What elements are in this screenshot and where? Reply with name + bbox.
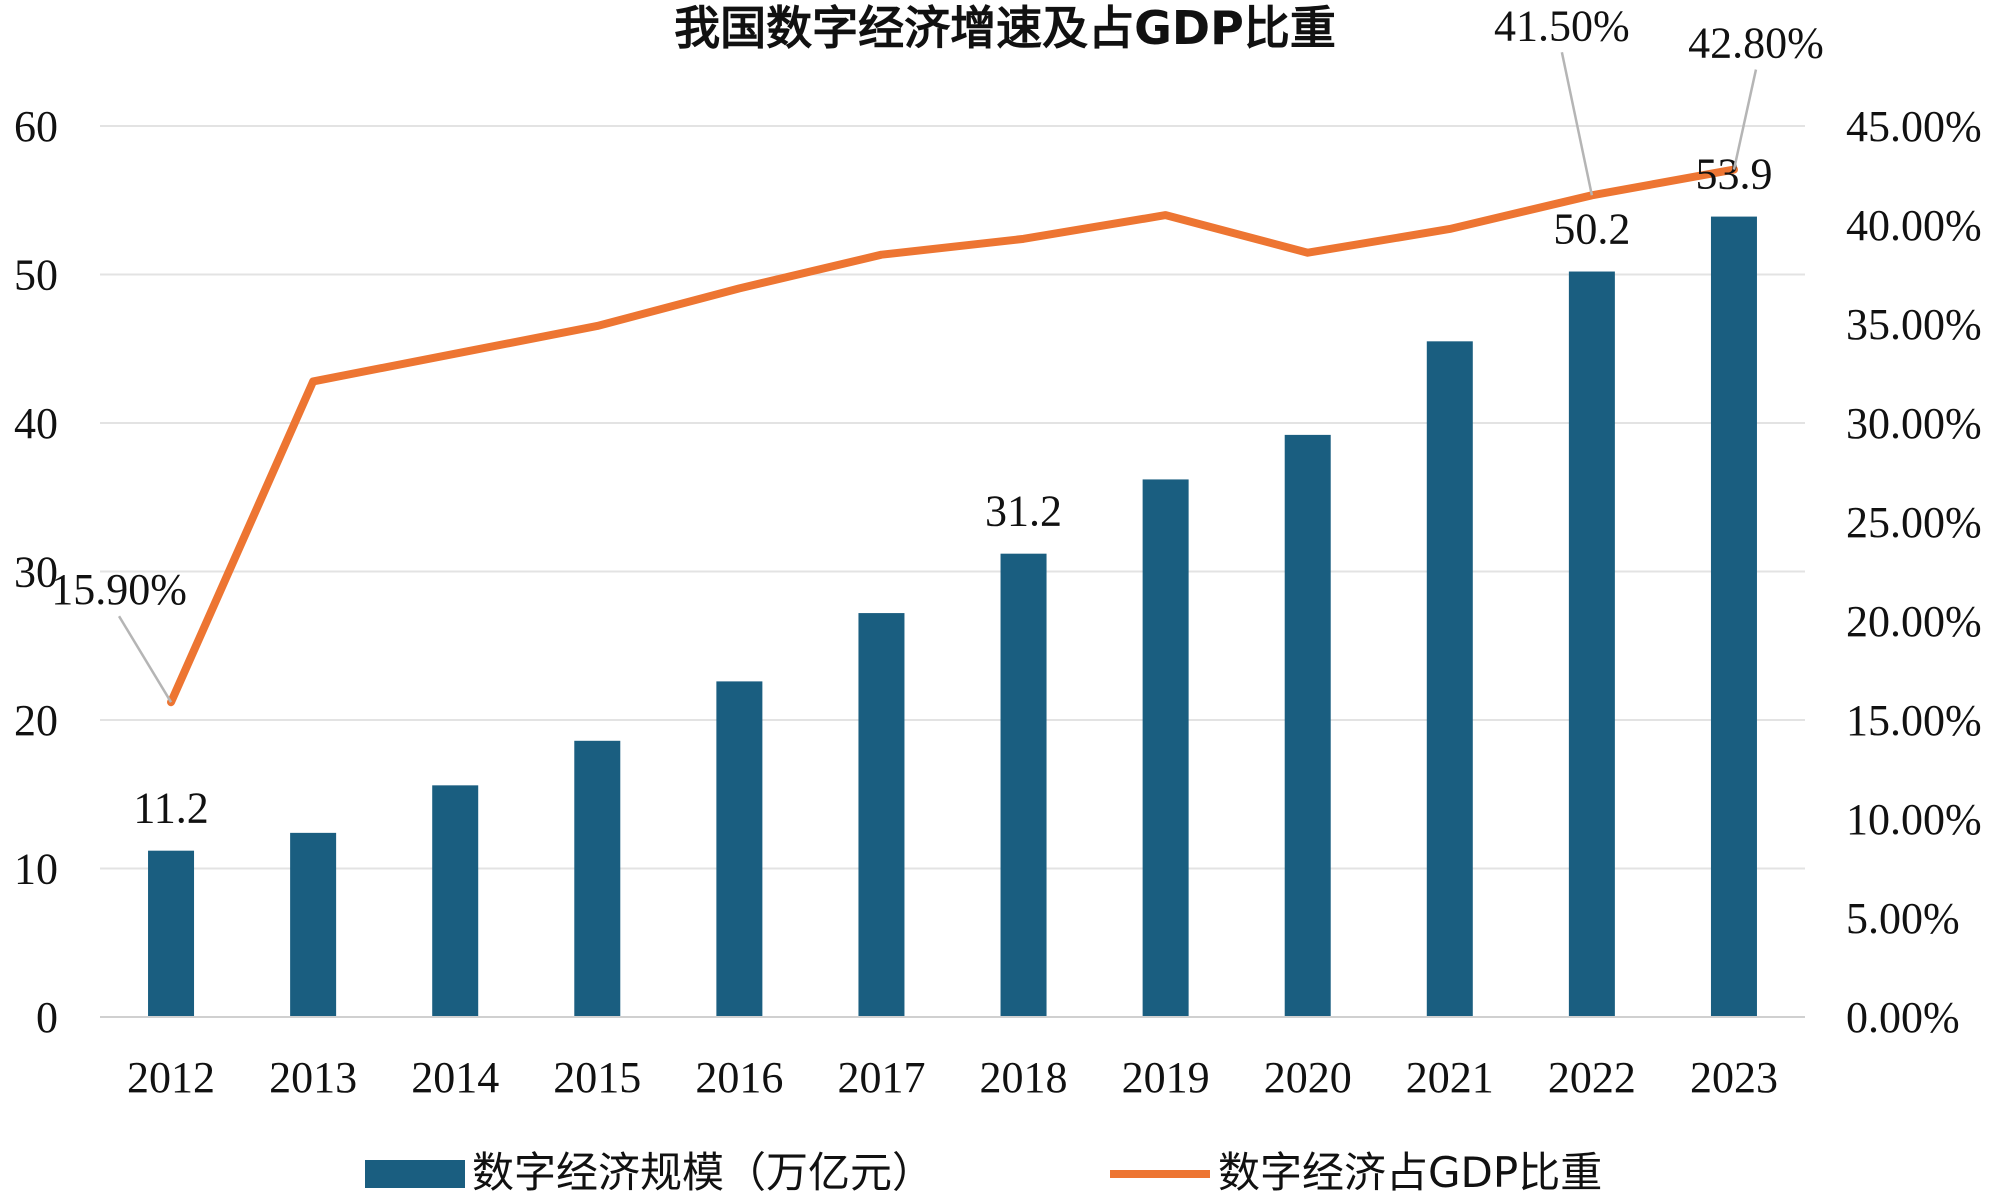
bar-data-label: 53.9 <box>1695 150 1772 199</box>
bar-2014 <box>432 785 479 1017</box>
bar-2012 <box>148 850 195 1017</box>
y-right-tick-label: 10.00% <box>1846 795 1982 844</box>
line-point-2018 <box>1023 238 1025 240</box>
bar-2017 <box>858 613 905 1017</box>
x-tick-label: 2020 <box>1264 1053 1352 1102</box>
chart-title: 我国数字经济增速及占GDP比重 <box>674 1 1336 55</box>
line-point-2019 <box>1165 214 1167 216</box>
y-left-tick-label: 60 <box>14 102 58 151</box>
x-tick-label: 2022 <box>1548 1053 1636 1102</box>
x-tick-label: 2017 <box>837 1053 925 1102</box>
legend-bar-label: 数字经济规模（万亿元） <box>472 1148 934 1197</box>
line-data-label: 15.90% <box>51 565 187 614</box>
leader-line <box>117 615 173 703</box>
data-labels: 11.2 31.2 50.2 53.9 15.90% 41.50% 42.80% <box>51 1 1824 832</box>
legend-bar-swatch <box>365 1160 465 1188</box>
x-tick-label: 2021 <box>1406 1053 1494 1102</box>
line-point-2016 <box>738 287 740 289</box>
bar-2019 <box>1142 479 1189 1017</box>
gridlines <box>100 125 1805 870</box>
y-left-tick-label: 50 <box>14 251 58 300</box>
leader-line <box>1560 52 1594 196</box>
bar-2013 <box>290 832 337 1017</box>
line-data-label: 41.50% <box>1494 1 1630 50</box>
y-left-tick-label: 30 <box>14 548 58 597</box>
line-point-2013 <box>312 380 314 382</box>
y-left-tick-label: 20 <box>14 696 58 745</box>
bar-data-label: 50.2 <box>1553 205 1630 254</box>
x-tick-label: 2023 <box>1690 1053 1778 1102</box>
bar-2023 <box>1710 216 1757 1017</box>
axes: 2012 2013 2014 2015 2016 2017 2018 2019 2020 2021… <box>14 102 1982 1102</box>
x-tick-label: 2015 <box>553 1053 641 1102</box>
line-point-2014 <box>454 353 456 355</box>
x-tick-label: 2012 <box>127 1053 215 1102</box>
bar-data-label: 11.2 <box>133 784 208 833</box>
y-right-tick-label: 35.00% <box>1846 300 1982 349</box>
y-left-tick-label: 0 <box>36 993 58 1042</box>
leader-line <box>1732 69 1758 170</box>
bar-2018 <box>1000 553 1047 1017</box>
bar-2015 <box>574 740 621 1017</box>
y-right-tick-label: 30.00% <box>1846 399 1982 448</box>
y-right-tick-label: 0.00% <box>1846 993 1960 1042</box>
bar-2022 <box>1568 271 1615 1017</box>
y-right-tick-label: 15.00% <box>1846 696 1982 745</box>
ratio-line <box>167 165 1738 707</box>
y-left-tick-label: 40 <box>14 399 58 448</box>
x-tick-label: 2016 <box>695 1053 783 1102</box>
line-series <box>167 165 1738 707</box>
bar-2020 <box>1284 434 1331 1017</box>
line-point-2021 <box>1449 228 1451 230</box>
bar-2016 <box>716 681 763 1017</box>
bar-2021 <box>1426 341 1473 1017</box>
bar-data-label: 31.2 <box>985 487 1062 536</box>
y-right-tick-label: 45.00% <box>1846 102 1982 151</box>
line-data-label: 42.80% <box>1688 19 1824 68</box>
bar-series <box>148 216 1757 1017</box>
x-tick-label: 2019 <box>1122 1053 1210 1102</box>
y-right-tick-label: 5.00% <box>1846 894 1960 943</box>
line-point-2017 <box>880 254 882 256</box>
legend: 数字经济规模（万亿元） 数字经济占GDP比重 <box>365 1148 1602 1197</box>
line-point-2020 <box>1307 252 1309 254</box>
legend-line-label: 数字经济占GDP比重 <box>1218 1148 1602 1197</box>
y-right-tick-label: 40.00% <box>1846 201 1982 250</box>
x-tick-label: 2013 <box>269 1053 357 1102</box>
y-right-tick-label: 25.00% <box>1846 498 1982 547</box>
line-point-2015 <box>596 325 598 327</box>
x-tick-label: 2014 <box>411 1053 499 1102</box>
y-right-tick-label: 20.00% <box>1846 597 1982 646</box>
y-left-tick-label: 10 <box>14 845 58 894</box>
x-tick-label: 2018 <box>980 1053 1068 1102</box>
